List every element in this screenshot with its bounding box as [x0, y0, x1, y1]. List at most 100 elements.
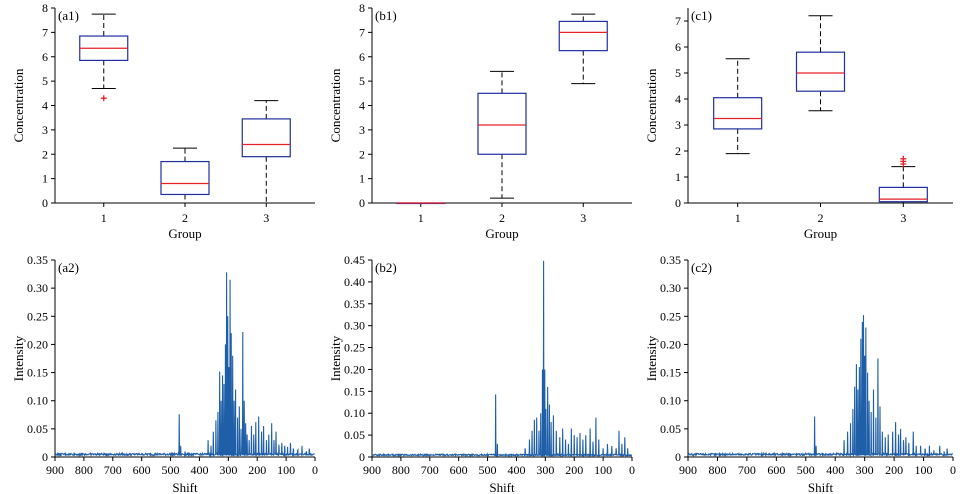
box: [477, 92, 527, 155]
panel-c1: (c1) Group Concentration 0 1 2 3 4 5 6 7 1 2 3: [644, 8, 953, 241]
y-tick-label: 0.05: [344, 428, 365, 442]
x-tick-label: 400: [190, 463, 208, 477]
panel-b2: (b2) Shift Intensity 0 0.05 0.10 0.15 0.20 0.25 0…: [328, 253, 635, 494]
x-axis-title: Group: [485, 226, 518, 241]
y-tick-label: 5: [359, 74, 365, 88]
x-tick-label: 900: [363, 463, 381, 477]
panel-a1: (a1) Group Concentration 0 1 2 3 4 5 6 7 8 1 2 3: [11, 1, 315, 241]
x-axis-title: Shift: [489, 480, 515, 494]
y-tick-label: 4: [359, 99, 365, 113]
y-tick-label: 6: [42, 50, 48, 64]
y-tick-label: 0.45: [344, 253, 365, 267]
x-axis-title: Shift: [172, 480, 198, 494]
box-group-3: [558, 13, 608, 85]
spectrum-line: [687, 315, 954, 458]
box-group-2: [160, 147, 210, 204]
y-tick-label: 0: [42, 196, 48, 210]
y-tick-label: 0: [42, 450, 48, 464]
y-tick-label: 1: [675, 170, 681, 184]
panel-label: (c2): [691, 260, 712, 275]
y-tick-label: 3: [675, 118, 681, 132]
x-tick-label: 3: [900, 211, 906, 225]
x-tick-label: 300: [856, 463, 874, 477]
y-tick-label: 7: [675, 14, 681, 28]
x-tick-label: 200: [885, 463, 903, 477]
y-tick-label: 0.30: [27, 281, 48, 295]
y-tick-label: 1: [42, 172, 48, 186]
x-tick-label: 3: [263, 211, 269, 225]
x-tick-label: 300: [536, 463, 554, 477]
x-tick-label: 0: [950, 463, 956, 477]
panel-c2: (c2) Shift Intensity 0 0.05 0.10 0.15 0.20 0.25 0…: [644, 253, 956, 494]
x-tick-label: 1: [418, 211, 424, 225]
x-tick-label: 0: [312, 463, 318, 477]
x-axis-title: Shift: [808, 480, 834, 494]
y-tick-label: 0: [675, 450, 681, 464]
y-tick-label: 7: [42, 25, 48, 39]
x-tick-label: 600: [767, 463, 785, 477]
box: [241, 118, 291, 158]
panel-a2: (a2) Shift Intensity 0 0.05 0.10 0.15 0.20 0.25 0…: [11, 253, 318, 494]
box-group-2: [477, 70, 527, 199]
y-tick-label: 0.35: [344, 297, 365, 311]
spectrum-line: [54, 272, 315, 459]
x-tick-label: 3: [580, 211, 586, 225]
outlier-marker: [100, 95, 107, 102]
y-tick-label: 0.30: [660, 281, 681, 295]
x-tick-label: 800: [75, 463, 93, 477]
x-tick-label: 1: [735, 211, 741, 225]
y-axis-title: Intensity: [328, 335, 343, 381]
box-group-3: [878, 155, 928, 204]
x-tick-label: 300: [219, 463, 237, 477]
y-tick-label: 3: [42, 123, 48, 137]
y-tick-label: 0.25: [344, 341, 365, 355]
y-tick-label: 0.35: [27, 253, 48, 267]
panel-label: (b1): [375, 8, 397, 23]
box-group-3: [241, 100, 291, 204]
panel-label: (c1): [691, 8, 712, 23]
box-group-1: [79, 13, 129, 102]
y-tick-label: 0.15: [27, 366, 48, 380]
y-axis-title: Intensity: [644, 335, 659, 381]
x-tick-label: 600: [133, 463, 151, 477]
y-tick-label: 2: [359, 147, 365, 161]
y-tick-label: 0.20: [660, 337, 681, 351]
y-tick-label: 0.40: [344, 275, 365, 289]
x-axis-title: Group: [804, 226, 837, 241]
x-tick-label: 500: [479, 463, 497, 477]
panel-b1: (b1) Group Concentration 0 1 2 3 4 5 6 7 8 1 2 3: [328, 1, 632, 241]
y-axis-title: Concentration: [328, 68, 343, 142]
box: [160, 160, 210, 196]
y-tick-label: 7: [359, 25, 365, 39]
y-axis-title: Intensity: [11, 335, 26, 381]
x-tick-label: 200: [565, 463, 583, 477]
box: [558, 20, 608, 52]
x-tick-label: 900: [679, 463, 697, 477]
y-tick-label: 0: [359, 196, 365, 210]
y-tick-label: 2: [675, 144, 681, 158]
x-tick-label: 2: [499, 211, 505, 225]
y-tick-label: 0.15: [660, 366, 681, 380]
x-tick-label: 100: [594, 463, 612, 477]
y-tick-label: 4: [675, 92, 681, 106]
x-tick-label: 100: [915, 463, 933, 477]
y-tick-label: 6: [675, 40, 681, 54]
y-tick-label: 6: [359, 50, 365, 64]
x-tick-label: 400: [826, 463, 844, 477]
box-group-1: [713, 58, 763, 155]
y-axis-title: Concentration: [11, 68, 26, 142]
box-group-2: [795, 15, 846, 112]
y-tick-label: 0.10: [27, 394, 48, 408]
x-tick-label: 0: [629, 463, 635, 477]
y-tick-label: 0: [359, 450, 365, 464]
box: [878, 186, 928, 203]
y-tick-label: 0.30: [344, 319, 365, 333]
x-tick-label: 900: [46, 463, 64, 477]
x-tick-label: 700: [421, 463, 439, 477]
y-tick-label: 8: [359, 1, 365, 15]
box-group-1: [396, 202, 446, 205]
y-tick-label: 0.20: [27, 337, 48, 351]
x-tick-label: 2: [818, 211, 824, 225]
x-tick-label: 1: [101, 211, 107, 225]
y-tick-label: 0.20: [344, 362, 365, 376]
